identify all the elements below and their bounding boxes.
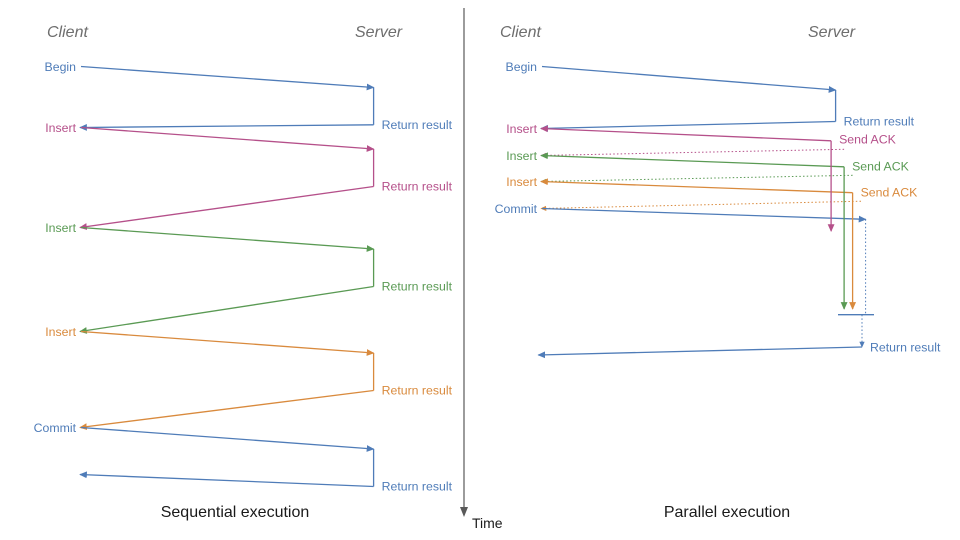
svg-text:Time: Time bbox=[472, 515, 503, 531]
svg-text:Client: Client bbox=[500, 24, 541, 41]
svg-text:Insert: Insert bbox=[45, 121, 76, 135]
svg-text:Send ACK: Send ACK bbox=[852, 160, 910, 174]
svg-text:Sequential execution: Sequential execution bbox=[161, 504, 310, 521]
svg-text:Commit: Commit bbox=[495, 202, 538, 216]
svg-text:Return result: Return result bbox=[382, 480, 453, 494]
svg-text:Return result: Return result bbox=[382, 280, 453, 294]
svg-text:Send ACK: Send ACK bbox=[839, 133, 897, 147]
svg-text:Server: Server bbox=[808, 24, 856, 41]
svg-text:Return result: Return result bbox=[382, 384, 453, 398]
svg-text:Return result: Return result bbox=[382, 118, 453, 132]
svg-text:Send ACK: Send ACK bbox=[861, 186, 919, 200]
svg-text:Return result: Return result bbox=[382, 180, 453, 194]
svg-text:Begin: Begin bbox=[45, 60, 77, 74]
svg-text:Insert: Insert bbox=[506, 122, 537, 136]
svg-text:Client: Client bbox=[47, 24, 88, 41]
svg-text:Insert: Insert bbox=[45, 221, 76, 235]
svg-text:Begin: Begin bbox=[506, 60, 538, 74]
svg-text:Return result: Return result bbox=[844, 115, 915, 129]
svg-text:Commit: Commit bbox=[34, 421, 77, 435]
svg-text:Server: Server bbox=[355, 24, 403, 41]
svg-text:Return result: Return result bbox=[870, 341, 941, 355]
svg-text:Insert: Insert bbox=[506, 149, 537, 163]
svg-text:Insert: Insert bbox=[45, 325, 76, 339]
svg-text:Parallel execution: Parallel execution bbox=[664, 504, 790, 521]
svg-text:Insert: Insert bbox=[506, 175, 537, 189]
